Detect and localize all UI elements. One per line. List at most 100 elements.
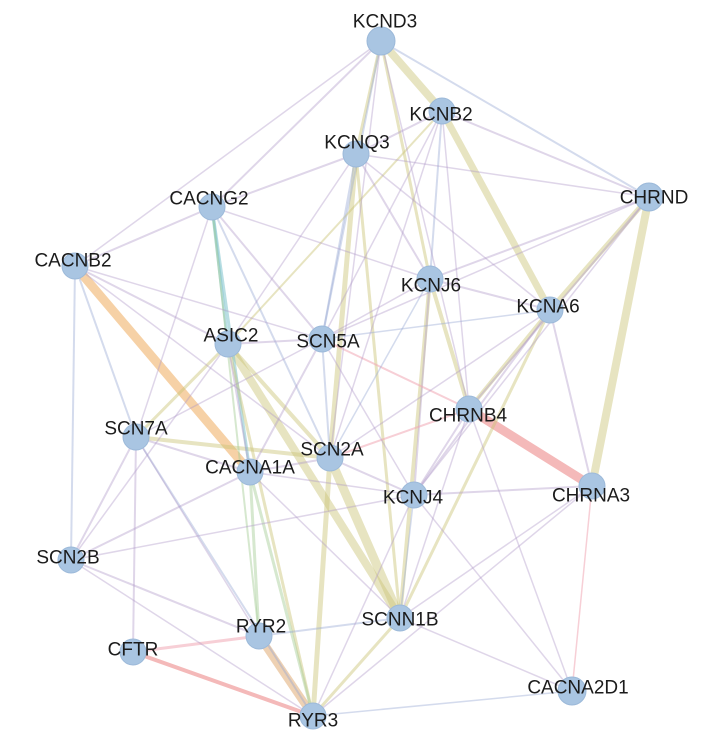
node-label-scn5a: SCN5A: [296, 332, 360, 353]
node-kcnd3[interactable]: [366, 26, 396, 56]
edge-kcnq3-scn2a: [327, 151, 359, 461]
edge-kcnj4-cacna2d1: [413, 494, 573, 692]
node-label-cacna1a: CACNA1A: [205, 458, 295, 479]
edge-kcnd3-scn2a: [329, 40, 382, 459]
edge-kcnb2-kcna6: [438, 107, 554, 314]
node-chrnd[interactable]: [634, 182, 664, 212]
edge-kcnb2-asic2: [227, 110, 443, 345]
edge-scn5a-chrnb4: [321, 338, 470, 410]
edge-scn5a-scn2a: [321, 338, 331, 459]
edge-cacnb2-asic2: [74, 265, 229, 345]
edge-kcnq3-kcna6: [355, 153, 551, 311]
edge-kcnb2-kcnj6: [429, 110, 443, 280]
edge-scn5a-kcnj4: [321, 338, 415, 496]
edge-scn2a-scnn1b: [325, 453, 405, 623]
edge-kcna6-chrna3: [549, 309, 593, 487]
node-kcnq3[interactable]: [342, 140, 370, 168]
node-ryr3[interactable]: [299, 702, 327, 730]
edge-kcna6-scnn1b: [398, 309, 552, 619]
node-kcnj6[interactable]: [416, 265, 444, 293]
edge-ryr3-cacna2d1: [312, 690, 573, 717]
node-label-kcnj4: KCNJ4: [383, 488, 444, 509]
edge-kcnj6-scn5a: [321, 278, 431, 340]
edge-cacng2-scn5a: [211, 206, 323, 340]
edge-kcnj6-scnn1b: [398, 277, 432, 620]
edge-asic2-scn2a: [226, 342, 332, 460]
node-chrna3[interactable]: [578, 472, 606, 500]
edge-scn5a-chrnd: [321, 196, 650, 340]
edge-cacna1a-ryr3: [248, 471, 315, 717]
node-label-scn2b: SCN2B: [36, 548, 99, 569]
edge-cacng2-ryr2: [211, 206, 260, 637]
node-cacna2d1[interactable]: [557, 676, 587, 706]
node-scnn1b[interactable]: [386, 604, 414, 632]
edge-cacnb2-scn2b: [70, 265, 76, 561]
edge-ryr2-ryr3: [255, 632, 317, 720]
node-scn2a[interactable]: [316, 444, 344, 472]
edge-scn5a-cacna1a: [249, 338, 323, 473]
edge-kcnb2-scn2a: [329, 110, 443, 459]
edge-scn2a-cacna1a: [249, 457, 331, 473]
node-cacnb2[interactable]: [61, 252, 89, 280]
edge-kcnd3-chrnd: [380, 40, 650, 198]
node-label-ryr2: RYR2: [236, 617, 286, 638]
edge-kcnj4-scnn1b: [399, 494, 415, 619]
edge-kcnb2-chrnb4: [441, 110, 470, 410]
edge-kcnj4-ryr3: [312, 494, 415, 717]
edge-scn7a-ryr2: [135, 436, 260, 637]
edge-cacna1a-scnn1b: [249, 471, 401, 619]
edge-chrnb4-kcnj4: [413, 408, 470, 496]
edge-chrnd-chrna3: [588, 193, 653, 490]
node-asic2[interactable]: [214, 330, 242, 358]
node-scn7a[interactable]: [122, 423, 150, 451]
edge-kcnd3-kcnq3: [354, 40, 383, 155]
edge-kcna6-scn5a: [321, 309, 551, 340]
node-kcna6[interactable]: [536, 296, 564, 324]
edge-cacnb2-scn5a: [74, 265, 323, 340]
edge-cacng2-kcnj6: [211, 206, 431, 280]
edge-kcnq3-cacng2: [211, 153, 357, 208]
edge-chrnd-kcnj4: [413, 196, 650, 496]
edge-scn5a-scn7a: [135, 338, 323, 438]
edge-scnn1b-cacna2d1: [399, 617, 573, 692]
node-label-asic2: ASIC2: [204, 326, 259, 347]
edge-asic2-scn2b: [70, 343, 229, 561]
node-scn5a[interactable]: [308, 325, 336, 353]
edge-scn2b-kcnj4: [70, 494, 415, 561]
edge-kcnd3-cacnb2: [74, 40, 382, 267]
edge-kcnd3-kcnb2: [377, 37, 446, 115]
edge-kcnj6-chrnb4: [428, 277, 471, 411]
node-label-kcnd3: KCND3: [353, 12, 417, 33]
edge-kcna6-scn2a: [329, 309, 551, 459]
edge-kcnd3-scn5a: [321, 40, 382, 340]
edge-cacng2-cacnb2: [74, 206, 213, 267]
edge-ryr2-cftr: [132, 634, 260, 654]
edge-chrna3-ryr3: [312, 485, 593, 717]
node-cftr[interactable]: [119, 638, 147, 666]
node-ryr2[interactable]: [245, 622, 273, 650]
node-scn2b[interactable]: [57, 546, 85, 574]
edge-cacng2-scn7a: [135, 206, 213, 438]
node-kcnj4[interactable]: [400, 481, 428, 509]
edge-chrnb4-cacna2d1: [468, 408, 573, 692]
edge-kcnq3-scnn1b: [354, 153, 402, 619]
node-chrnb4[interactable]: [455, 395, 483, 423]
edge-scn2b-ryr2: [70, 559, 260, 637]
node-label-ryr3: RYR3: [288, 711, 338, 732]
edge-scn2a-chrnb4: [329, 408, 470, 459]
edge-scn2a-ryr3: [310, 455, 333, 719]
edge-cacnb2-scn7a: [74, 265, 137, 438]
node-label-cacna2d1: CACNA2D1: [527, 678, 628, 699]
node-cacna1a[interactable]: [236, 458, 264, 486]
edge-scn2b-ryr3: [70, 559, 314, 717]
node-kcnb2[interactable]: [428, 97, 456, 125]
edge-asic2-ryr3: [226, 343, 315, 717]
edge-chrnb4-scnn1b: [399, 408, 470, 619]
edge-cacna1a-scn2b: [70, 471, 251, 561]
edge-asic2-scn5a: [227, 338, 323, 345]
node-label-cftr: CFTR: [108, 640, 159, 661]
edge-scn7a-cftr: [132, 436, 137, 653]
node-cacng2[interactable]: [198, 193, 226, 221]
edge-cftr-ryr3: [131, 650, 315, 718]
